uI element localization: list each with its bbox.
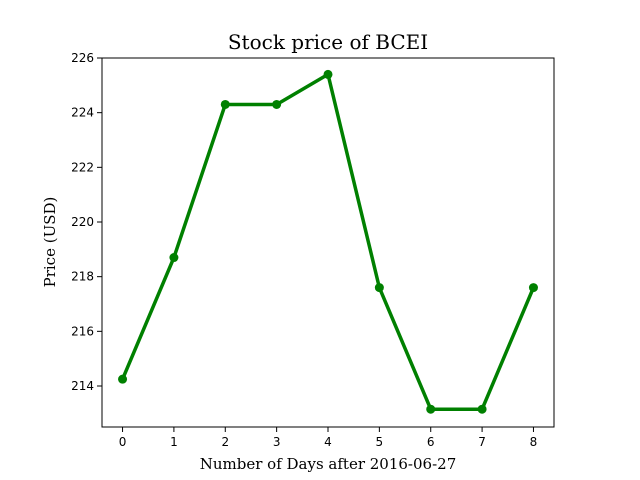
data-point [169,253,179,263]
data-point [374,283,384,293]
data-point [528,283,538,293]
series-layer [118,69,538,414]
y-tick-label: 222 [71,160,94,174]
y-tick-label: 226 [71,51,94,65]
plot-frame [101,57,555,428]
x-tick-label: 6 [427,435,435,449]
data-point [477,404,487,414]
x-tick-label: 4 [324,435,332,449]
y-tick-label: 216 [71,324,94,338]
x-axis-label: Number of Days after 2016-06-27 [200,455,457,473]
x-tick-label: 2 [221,435,229,449]
x-tick-label: 8 [530,435,538,449]
data-point [220,99,230,109]
y-tick-label: 218 [71,270,94,284]
x-tick-label: 3 [273,435,281,449]
x-tick-label: 7 [478,435,486,449]
y-tick-label: 220 [71,215,94,229]
y-axis-label: Price (USD) [41,197,59,288]
x-tick-label: 1 [170,435,178,449]
series-line [120,72,536,411]
y-tick-label: 224 [71,106,94,120]
data-point [272,99,282,109]
data-point [118,374,128,384]
y-tick-label: 214 [71,379,94,393]
data-point [426,404,436,414]
x-tick-label: 0 [119,435,127,449]
y-axis: 214 216 218 220 222 224 226 [71,51,102,393]
data-point [323,69,333,79]
chart-title: Stock price of BCEI [228,30,428,54]
x-tick-label: 5 [376,435,384,449]
x-axis: 0 1 2 3 4 5 6 7 8 [119,427,538,449]
